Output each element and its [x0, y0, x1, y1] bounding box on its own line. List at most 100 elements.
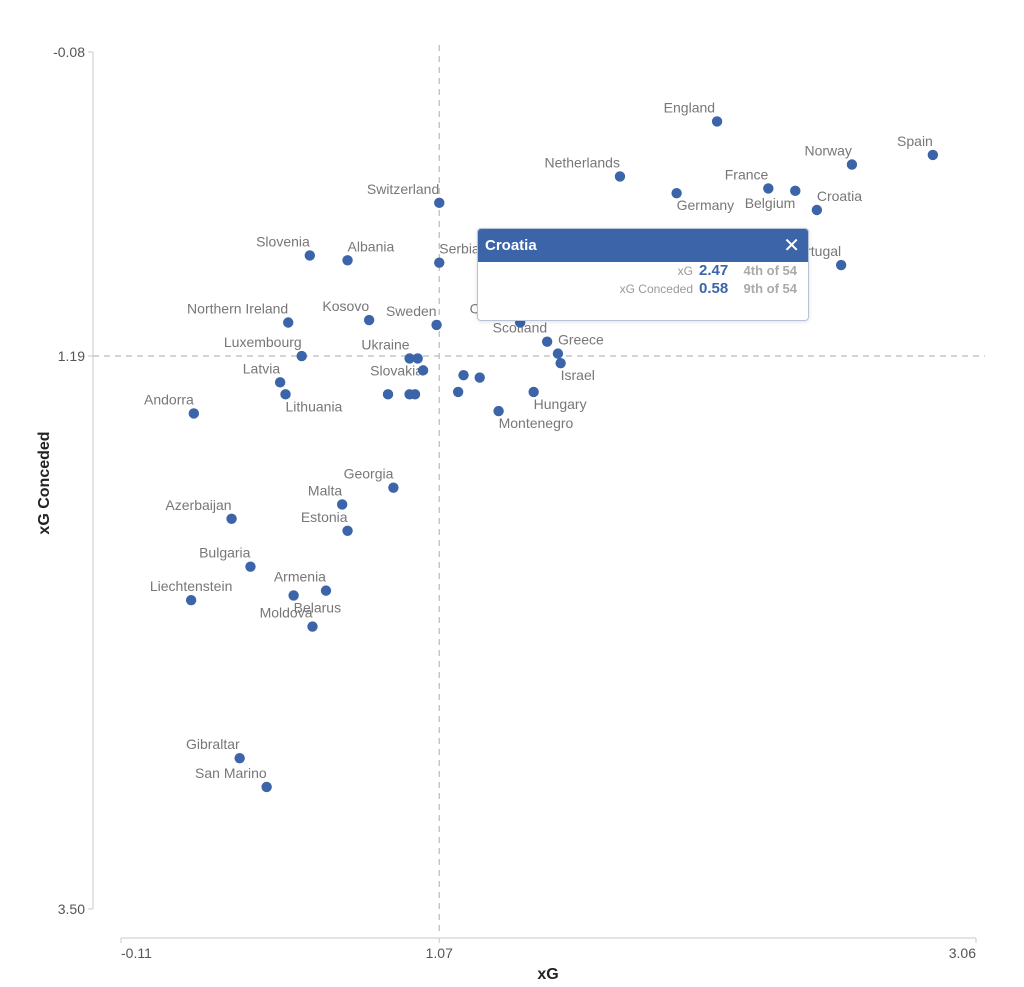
point-georgia: [388, 482, 399, 493]
point-belgium: [790, 185, 801, 197]
tooltip-header: Croatia ✕: [478, 229, 808, 262]
point-sweden: [431, 319, 442, 331]
label-san-marino: San Marino: [195, 765, 267, 781]
label-switzerland: Switzerland: [367, 181, 439, 197]
y-axis-title: xG Conceded: [36, 431, 53, 534]
point-belarus: [288, 590, 299, 601]
label-armenia: Armenia: [274, 569, 326, 585]
point-azerbaijan: [226, 513, 237, 525]
point-liechtenstein: [185, 594, 197, 606]
label-serbia: Serbia: [439, 241, 480, 257]
point-turkey: [409, 389, 421, 400]
tooltip-value: 2.47: [699, 262, 729, 279]
label-montenegro: Montenegro: [499, 415, 574, 431]
x-axis-title: xG: [537, 966, 558, 983]
label-moldova: Moldova: [260, 605, 313, 621]
point-croatia: [811, 204, 823, 216]
point-northern-ireland: [283, 317, 294, 328]
label-france: France: [725, 166, 769, 182]
label-israel: Israel: [561, 367, 595, 383]
point-iceland: [474, 372, 485, 383]
y-tick-label: 3.50: [58, 901, 85, 917]
point-wales: [412, 353, 423, 364]
point-labels: England Spain Norway Netherlands France Croat…: [144, 99, 933, 780]
point-spain: [927, 149, 939, 161]
point-montenegro: [493, 405, 504, 417]
label-northern-ireland: Northern Ireland: [187, 301, 288, 317]
point-gibraltar: [234, 752, 245, 764]
point-lithuania: [280, 389, 291, 400]
label-albania: Albania: [348, 238, 395, 254]
point-scotland: [541, 336, 553, 347]
label-slovenia: Slovenia: [256, 233, 310, 249]
label-greece: Greece: [558, 332, 604, 348]
label-andorra: Andorra: [144, 391, 194, 407]
y-tick-label: -0.08: [53, 44, 85, 60]
label-malta: Malta: [308, 482, 342, 498]
point-germany: [671, 188, 682, 199]
tooltip: Croatia ✕ xG 2.47 4th of 54 xG Conceded …: [477, 228, 809, 321]
x-tick-label: 1.07: [426, 945, 453, 961]
axes: -0.08 1.19 3.50 -0.11 1.07 3.06: [53, 44, 977, 961]
point-ireland: [458, 369, 469, 381]
point-slovakia: [417, 365, 429, 376]
label-england: England: [664, 99, 715, 115]
tooltip-rank: 4th of 54: [743, 263, 797, 278]
label-croatia: Croatia: [817, 188, 862, 204]
point-israel: [555, 358, 566, 369]
point-france: [763, 183, 774, 194]
x-tick-label: -0.11: [121, 945, 152, 961]
point-norway: [846, 159, 858, 170]
label-kosovo: Kosovo: [322, 298, 369, 314]
point-portugal: [835, 259, 847, 271]
close-icon[interactable]: ✕: [783, 234, 800, 257]
label-belarus: Belarus: [294, 599, 341, 615]
label-estonia: Estonia: [301, 509, 348, 525]
point-ukraine: [404, 353, 415, 364]
point-albania: [342, 255, 353, 266]
point-greece: [552, 348, 564, 359]
label-netherlands: Netherlands: [544, 154, 620, 170]
point-bosnia: [382, 389, 394, 400]
label-georgia: Georgia: [344, 466, 394, 482]
tooltip-label: xG Conceded: [619, 282, 693, 296]
x-tick-label: 3.06: [949, 945, 976, 961]
point-serbia: [434, 257, 445, 268]
point-moldova: [307, 621, 318, 632]
label-bulgaria: Bulgaria: [199, 545, 251, 561]
label-gibraltar: Gibraltar: [186, 736, 240, 752]
tooltip-row-xg-conceded: xG Conceded 0.58 9th of 54: [478, 280, 808, 298]
label-lithuania: Lithuania: [286, 398, 343, 414]
label-azerbaijan: Azerbaijan: [165, 497, 231, 513]
point-luxembourg: [296, 350, 307, 362]
label-liechtenstein: Liechtenstein: [150, 578, 233, 594]
point-austria: [452, 386, 464, 398]
tooltip-value: 0.58: [699, 280, 729, 297]
point-armenia: [320, 585, 332, 596]
tooltip-rank: 9th of 54: [743, 281, 797, 296]
label-spain: Spain: [897, 133, 933, 149]
point-andorra: [188, 408, 200, 419]
point-england: [711, 116, 723, 127]
label-luxembourg: Luxembourg: [224, 334, 302, 350]
point-san-marino: [261, 781, 272, 793]
label-slovakia: Slovakia: [370, 362, 423, 378]
reference-lines: [93, 45, 985, 932]
point-estonia: [342, 525, 353, 536]
label-hungary: Hungary: [534, 396, 587, 412]
data-points: [185, 116, 939, 793]
y-tick-label: 1.19: [58, 348, 85, 364]
label-ukraine: Ukraine: [361, 336, 409, 352]
point-slovenia: [304, 250, 316, 261]
label-belgium: Belgium: [745, 195, 796, 211]
point-hungary: [528, 386, 539, 398]
point-switzerland: [434, 197, 445, 209]
label-germany: Germany: [677, 197, 735, 213]
point-kosovo: [363, 314, 375, 326]
point-bulgaria: [245, 561, 256, 572]
label-norway: Norway: [804, 143, 851, 159]
tooltip-row-xg: xG 2.47 4th of 54: [478, 262, 808, 280]
label-sweden: Sweden: [386, 303, 437, 319]
tooltip-label: xG: [677, 264, 693, 278]
